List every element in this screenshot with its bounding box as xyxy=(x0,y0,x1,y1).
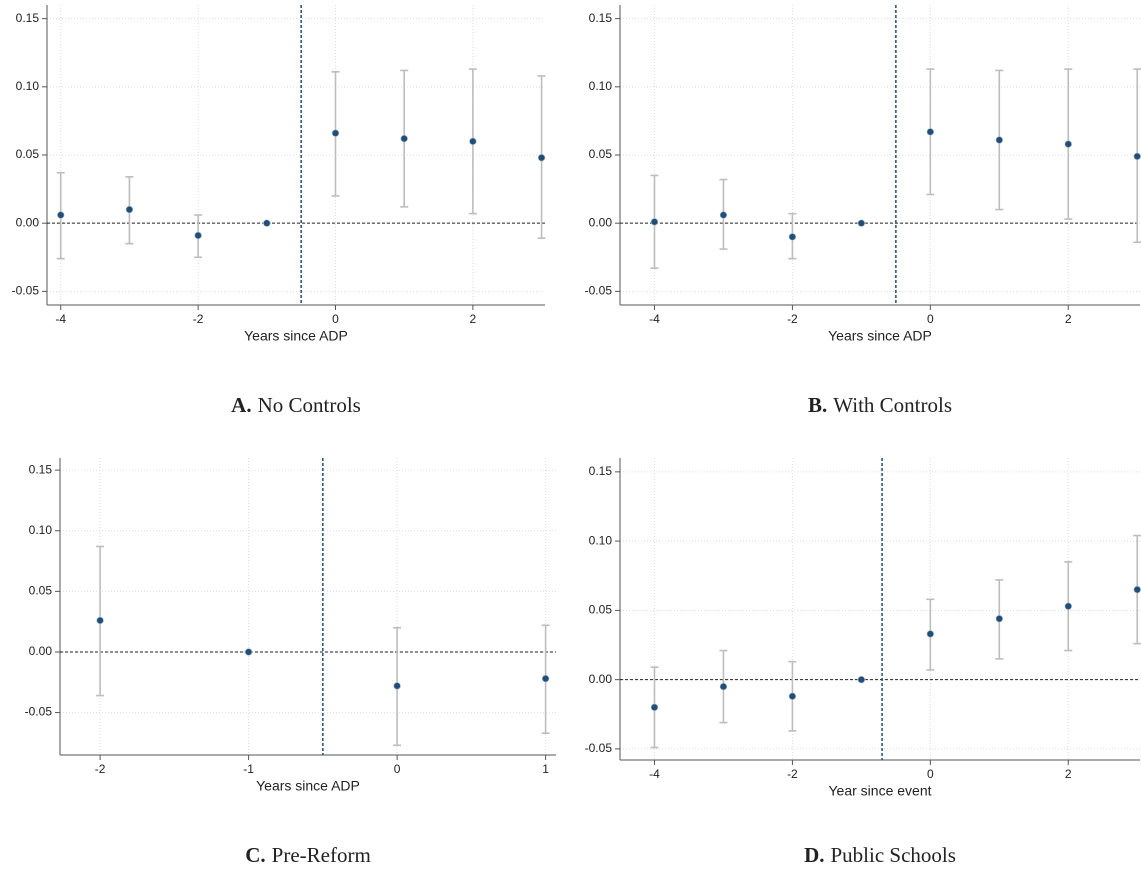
point xyxy=(650,703,659,711)
point xyxy=(244,648,253,656)
x-tick-label: -2 xyxy=(193,312,204,326)
y-tick-label: 0.10 xyxy=(29,523,53,537)
y-tick-label: 0.15 xyxy=(16,11,40,25)
point xyxy=(995,615,1003,623)
panel-caption: A. No Controls xyxy=(231,393,361,417)
point xyxy=(194,231,202,240)
point xyxy=(57,211,65,219)
point xyxy=(926,630,934,638)
point xyxy=(719,682,728,691)
y-tick-label: 0.00 xyxy=(16,215,40,229)
y-tick-label: 0.10 xyxy=(589,79,613,93)
y-tick-label: 0.00 xyxy=(589,215,613,229)
x-tick-label: -2 xyxy=(787,312,798,326)
x-tick-label: 0 xyxy=(332,312,339,326)
x-axis-label: Years since ADP xyxy=(256,778,360,794)
y-tick-label: 0.05 xyxy=(589,147,613,161)
panel-caption-text: Public Schools xyxy=(830,843,955,867)
x-tick-label: -4 xyxy=(649,312,660,326)
point xyxy=(719,211,728,219)
x-axis-label: Year since event xyxy=(829,783,932,799)
x-tick-label: 0 xyxy=(927,767,934,781)
point xyxy=(96,616,104,625)
panel-label: B. xyxy=(808,393,827,417)
y-tick-label: -0.05 xyxy=(25,705,53,719)
point xyxy=(263,219,271,227)
point xyxy=(1133,586,1141,594)
point xyxy=(542,675,550,683)
x-tick-label: 2 xyxy=(1065,767,1072,781)
point xyxy=(400,135,408,143)
x-axis-label: Years since ADP xyxy=(828,328,932,344)
point xyxy=(788,692,797,700)
y-tick-label: 0.05 xyxy=(16,147,40,161)
point xyxy=(1064,602,1072,610)
x-axis-label: Years since ADP xyxy=(244,328,348,344)
panel-caption: D. Public Schools xyxy=(804,843,956,867)
y-tick-label: 0.05 xyxy=(29,584,53,598)
point xyxy=(1133,152,1141,160)
x-tick-label: 2 xyxy=(470,312,477,326)
panel: -0.05 0.00 0.05 0.10 0.15 -4 -2 0 2 Years since A… xyxy=(585,5,1141,417)
y-tick-label: 0.10 xyxy=(16,79,40,93)
panel-caption-text: With Controls xyxy=(833,393,952,417)
panel-caption: B. With Controls xyxy=(808,393,952,417)
point xyxy=(469,137,477,145)
y-tick-label: 0.05 xyxy=(589,603,613,617)
point xyxy=(926,128,934,136)
point xyxy=(857,676,865,684)
x-tick-label: 0 xyxy=(394,762,401,776)
y-tick-label: -0.05 xyxy=(585,741,613,755)
x-tick-label: 0 xyxy=(927,312,934,326)
point xyxy=(650,218,659,226)
x-tick-label: 2 xyxy=(1065,312,1072,326)
y-tick-label: 0.00 xyxy=(29,644,53,658)
x-tick-label: 1 xyxy=(542,762,549,776)
point xyxy=(788,233,797,241)
point xyxy=(857,219,865,227)
panel-label: A. xyxy=(231,393,251,417)
point xyxy=(331,129,340,137)
y-tick-label: 0.15 xyxy=(589,11,613,25)
panel-caption-text: No Controls xyxy=(258,393,361,417)
panel-label: D. xyxy=(804,843,824,867)
point xyxy=(537,154,546,162)
panel: -0.05 0.00 0.05 0.10 0.15 -2 -1 0 1 Years since A… xyxy=(25,458,556,867)
y-tick-label: -0.05 xyxy=(12,284,40,298)
point xyxy=(1064,140,1072,148)
y-tick-label: 0.10 xyxy=(589,533,613,547)
panel: -0.05 0.00 0.05 0.10 0.15 -4 -2 0 2 Years since A… xyxy=(12,5,546,417)
panel: -0.05 0.00 0.05 0.10 0.15 -4 -2 0 2 Year since ev… xyxy=(585,458,1141,867)
x-tick-label: -4 xyxy=(55,312,66,326)
x-tick-label: -4 xyxy=(649,767,660,781)
y-tick-label: -0.05 xyxy=(585,284,613,298)
y-tick-label: 0.00 xyxy=(589,672,613,686)
panel-caption-text: Pre-Reform xyxy=(272,843,371,867)
x-tick-label: -2 xyxy=(787,767,798,781)
x-tick-label: -2 xyxy=(95,762,106,776)
x-tick-label: -1 xyxy=(243,762,254,776)
y-tick-label: 0.15 xyxy=(589,464,613,478)
panel-label: C. xyxy=(245,843,265,867)
y-tick-label: 0.15 xyxy=(29,462,53,476)
point xyxy=(125,205,134,214)
panel-caption: C. Pre-Reform xyxy=(245,843,371,867)
point xyxy=(995,136,1003,144)
point xyxy=(393,682,401,690)
